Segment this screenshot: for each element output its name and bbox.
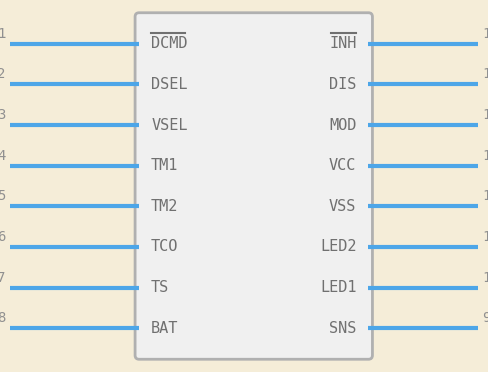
Text: 11: 11	[482, 230, 488, 244]
FancyBboxPatch shape	[135, 13, 372, 359]
Text: 10: 10	[482, 270, 488, 285]
Text: TM1: TM1	[151, 158, 179, 173]
Text: SNS: SNS	[329, 321, 356, 336]
Text: 15: 15	[482, 67, 488, 81]
Text: 9: 9	[482, 311, 488, 325]
Text: DCMD: DCMD	[151, 36, 187, 51]
Text: VSEL: VSEL	[151, 118, 187, 132]
Text: LED1: LED1	[320, 280, 356, 295]
Text: BAT: BAT	[151, 321, 179, 336]
Text: TS: TS	[151, 280, 169, 295]
Text: 6: 6	[0, 230, 6, 244]
Text: MOD: MOD	[329, 118, 356, 132]
Text: 5: 5	[0, 189, 6, 203]
Text: 8: 8	[0, 311, 6, 325]
Text: 4: 4	[0, 149, 6, 163]
Text: TM2: TM2	[151, 199, 179, 214]
Text: DIS: DIS	[329, 77, 356, 92]
Text: 12: 12	[482, 189, 488, 203]
Text: 7: 7	[0, 270, 6, 285]
Text: 13: 13	[482, 149, 488, 163]
Text: LED2: LED2	[320, 240, 356, 254]
Text: 14: 14	[482, 108, 488, 122]
Text: TCO: TCO	[151, 240, 179, 254]
Text: 3: 3	[0, 108, 6, 122]
Text: 2: 2	[0, 67, 6, 81]
Text: INH: INH	[329, 36, 356, 51]
Text: 16: 16	[482, 27, 488, 41]
Text: DSEL: DSEL	[151, 77, 187, 92]
Text: VCC: VCC	[329, 158, 356, 173]
Text: 1: 1	[0, 27, 6, 41]
Text: VSS: VSS	[329, 199, 356, 214]
